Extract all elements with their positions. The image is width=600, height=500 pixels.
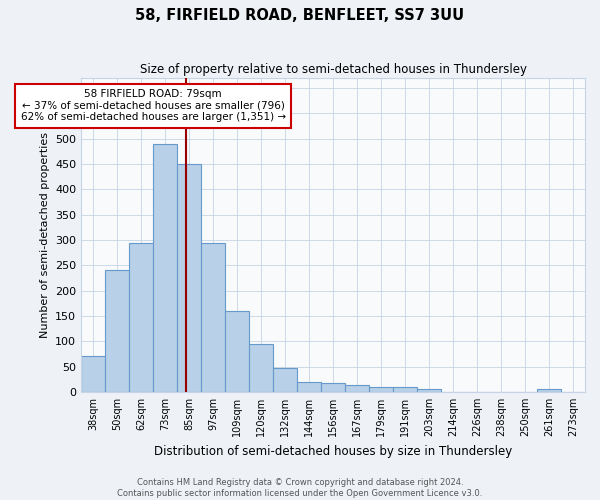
Y-axis label: Number of semi-detached properties: Number of semi-detached properties (40, 132, 50, 338)
Bar (129, 242, 153, 392)
Bar (153, 144, 177, 392)
Bar (417, 390, 441, 392)
Bar (369, 388, 393, 392)
Text: Contains HM Land Registry data © Crown copyright and database right 2024.
Contai: Contains HM Land Registry data © Crown c… (118, 478, 482, 498)
Text: 58, FIRFIELD ROAD, BENFLEET, SS7 3UU: 58, FIRFIELD ROAD, BENFLEET, SS7 3UU (136, 8, 464, 22)
Bar (273, 368, 297, 392)
Bar (225, 311, 249, 392)
Bar (177, 164, 201, 392)
Bar (201, 242, 225, 392)
Bar (393, 388, 417, 392)
Bar (105, 270, 129, 392)
Bar (81, 356, 105, 392)
Bar (249, 344, 273, 392)
Bar (297, 382, 321, 392)
Text: 58 FIRFIELD ROAD: 79sqm
← 37% of semi-detached houses are smaller (796)
62% of s: 58 FIRFIELD ROAD: 79sqm ← 37% of semi-de… (20, 89, 286, 122)
Bar (537, 390, 561, 392)
Bar (321, 383, 345, 392)
X-axis label: Distribution of semi-detached houses by size in Thundersley: Distribution of semi-detached houses by … (154, 444, 512, 458)
Title: Size of property relative to semi-detached houses in Thundersley: Size of property relative to semi-detach… (140, 62, 527, 76)
Bar (345, 385, 369, 392)
